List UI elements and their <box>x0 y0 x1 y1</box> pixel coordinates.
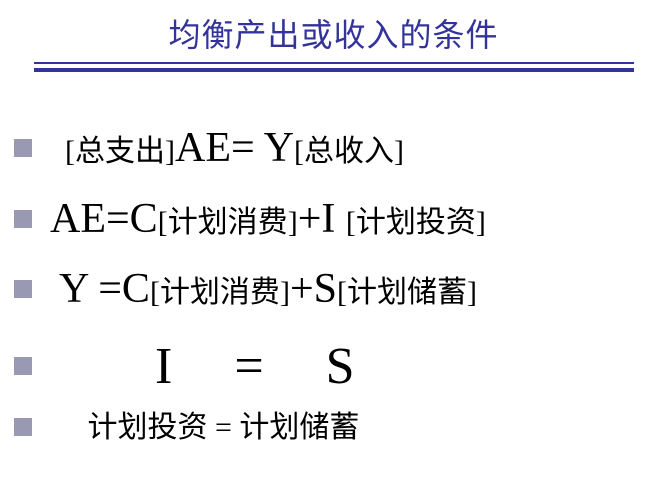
slide-title: 均衡产出或收入的条件 <box>0 0 667 56</box>
bullet-line-2: AE=C[计划消费]+I [计划投资] <box>14 193 667 246</box>
slide: 均衡产出或收入的条件 [总支出]AE= Y[总收入] AE=C[计划消费]+I … <box>0 0 667 500</box>
content-area: [总支出]AE= Y[总收入] AE=C[计划消费]+I [计划投资] Y =C… <box>0 72 667 446</box>
line-3-text: Y =C[计划消费]+S[计划储蓄] <box>50 263 477 316</box>
line-2-text: AE=C[计划消费]+I [计划投资] <box>50 193 486 246</box>
square-bullet-icon <box>14 418 32 436</box>
line-4-text: I = S <box>50 334 357 399</box>
bullet-line-1: [总支出]AE= Y[总收入] <box>14 122 667 175</box>
square-bullet-icon <box>14 210 32 228</box>
title-underline-thin <box>34 62 634 64</box>
square-bullet-icon <box>14 280 32 298</box>
bullet-line-5: 计划投资 = 计划储蓄 <box>14 409 667 447</box>
line-1-text: [总支出]AE= Y[总收入] <box>50 122 404 175</box>
bullet-line-4: I = S <box>14 334 667 399</box>
bullet-line-3: Y =C[计划消费]+S[计划储蓄] <box>14 263 667 316</box>
square-bullet-icon <box>14 357 32 375</box>
square-bullet-icon <box>14 139 32 157</box>
line-5-text: 计划投资 = 计划储蓄 <box>50 409 359 447</box>
